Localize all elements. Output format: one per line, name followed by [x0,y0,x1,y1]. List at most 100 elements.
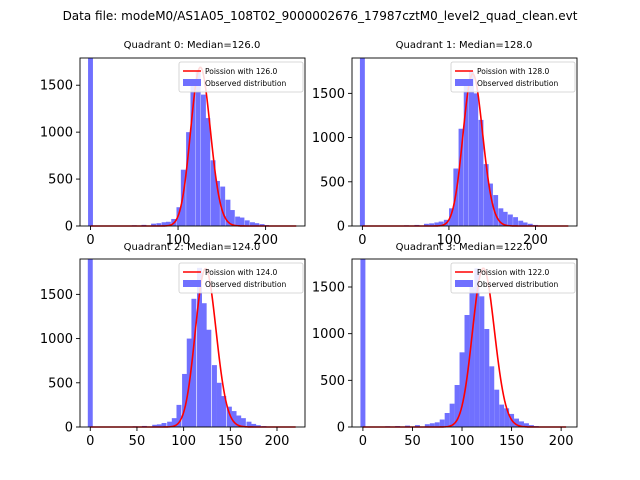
quadrant-0-x-tick-label: 100 [166,233,191,248]
quadrant-1-histogram-bar [522,222,528,226]
quadrant-3-histogram-bar [434,422,440,427]
quadrant-0-histogram-bar [239,217,245,226]
quadrant-2-legend-box [178,262,304,294]
quadrant-3-histogram-bar [454,385,460,427]
quadrant-2-y-tick-label: 1500 [40,288,73,303]
quadrant-0-histogram-bar [200,94,206,226]
quadrant-3-y-tick-label: 1500 [312,281,345,296]
quadrant-1-x-tick-label: 100 [437,233,462,248]
quadrant-3-y-tick-label: 500 [320,374,345,389]
quadrant-0-histogram-bar [244,220,250,226]
quadrant-2-histogram-bar [231,411,237,427]
quadrant-3-histogram-bar [504,408,510,427]
quadrant-0-histogram-bar [215,180,220,226]
quadrant-0-histogram-bar [220,186,226,226]
quadrant-0-histogram-bar [165,221,171,226]
quadrant-3-histogram-bar [484,329,490,427]
quadrant-1-legend-box [450,61,576,93]
quadrant-0-legend-box [178,61,304,93]
quadrant-1-panel: 0 100 200 0 500 1000 1500 Poission with 128.0 Ob… [312,40,578,248]
quadrant-3-histogram-bar [499,404,505,427]
quadrant-3-histogram-bar [449,403,455,427]
quadrant-0-histogram-bar [161,222,167,226]
quadrant-1-histogram-bar [458,128,464,226]
quadrant-1-histogram-bar [502,211,508,226]
quadrant-1-histogram-bar [438,221,444,226]
quadrant-3-legend-label-observed: Observed distribution [477,280,558,289]
quadrant-2-x-tick-label: 150 [218,434,243,449]
figure-suptitle: Data file: modeM0/AS1A05_108T02_90000026… [63,9,578,23]
quadrant-2-x-tick-label: 200 [265,434,290,449]
quadrant-1-histogram-bar [483,164,489,226]
quadrant-1-histogram-bar [507,214,513,226]
quadrant-1-histogram-bar [513,217,519,226]
quadrant-3-histogram-bar [469,287,475,427]
quadrant-1-legend-patch-swatch [455,79,473,86]
quadrant-2-histogram-bar [240,418,246,427]
quadrant-3-title: Quadrant 3: Median=122.0 [396,242,533,253]
quadrant-1-histogram-bar [473,93,479,227]
quadrant-2-y-tick-label: 500 [48,376,73,391]
quadrant-0-histogram-bar [156,223,162,226]
quadrant-2-legend-label-observed: Observed distribution [205,280,286,289]
quadrant-1-x-tick-label: 0 [358,233,366,248]
quadrant-0-title: Quadrant 0: Median=126.0 [124,40,261,51]
quadrant-3-legend-box [450,262,576,294]
quadrant-0-histogram-bar [210,160,216,226]
quadrant-3-histogram-bar [514,418,520,427]
quadrant-0-histogram-bar [250,222,255,226]
quadrant-0-histogram-bar [190,80,196,226]
quadrant-2-x-tick-label: 50 [129,434,146,449]
quadrant-2-histogram-bar [206,329,212,427]
quadrant-1-y-tick-label: 500 [320,175,345,190]
quadrant-0-histogram-bar [195,71,201,226]
quadrant-2-histogram-bar [236,415,242,427]
quadrant-1-histogram-bar [478,119,484,226]
quadrant-2-title: Quadrant 2: Median=124.0 [124,242,261,253]
quadrant-3-axes-frame [351,258,578,428]
quadrant-2-histogram-bar [197,267,202,427]
quadrant-2-histogram-bar [182,373,188,427]
quadrant-3-histogram-bar [424,424,430,427]
quadrant-1-histogram-bar [468,71,474,226]
quadrant-0-histogram-bar [151,223,156,226]
quadrant-2-histogram-bar [226,406,232,427]
quadrant-2-histogram-bar [156,424,162,427]
quadrant-0-y-tick-label: 1000 [40,126,73,141]
quadrant-1-histogram-bar [449,208,454,226]
quadrant-0-histogram-bar [225,199,231,226]
quadrant-3-histogram-bar [494,389,500,427]
quadrant-0-y-tick-label: 0 [65,220,73,235]
quadrant-3-histogram-bar [519,421,524,427]
quadrant-3-histogram-bar [429,423,435,427]
quadrant-1-y-tick-label: 1500 [312,87,345,102]
quadrant-2-histogram-bar [191,298,197,427]
quadrant-1-legend-label-poisson: Poission with 128.0 [477,67,550,76]
quadrant-3-y-tick-label: 0 [337,421,345,436]
quadrant-1-histogram-bar [498,208,504,226]
quadrant-2-histogram-bar [211,365,217,427]
quadrant-1-histogram-bar [423,223,429,226]
quadrant-2-histogram-bar [176,404,182,427]
quadrant-0-y-tick-label: 500 [48,173,73,188]
quadrant-3-x-tick-label: 200 [549,434,574,449]
quadrant-3-histogram-bar [528,425,534,427]
quadrant-0-legend-label-observed: Observed distribution [205,79,286,88]
quadrant-1-histogram-bar [493,195,499,226]
quadrant-1-histogram-bar [518,220,524,226]
quadrant-3-histogram-bar [444,413,450,427]
quadrant-3-legend-patch-swatch [455,280,473,287]
quadrant-1-axes-frame [351,57,578,227]
quadrant-1-title: Quadrant 1: Median=128.0 [396,40,533,51]
quadrant-3-histogram-bar [489,366,495,427]
quadrant-1-histogram-bar [429,223,435,226]
quadrant-3-histogram-bar [459,352,465,427]
quadrant-0-histogram-bar [176,207,182,226]
quadrant-3-histogram-bar [474,268,480,427]
quadrant-2-histogram-bar [246,421,252,427]
quadrant-0-histogram-bar [254,223,260,226]
quadrant-2-x-tick-label: 0 [86,434,94,449]
quadrant-2-y-tick-label: 1000 [40,332,73,347]
quadrant-3-x-tick-label: 50 [404,434,421,449]
